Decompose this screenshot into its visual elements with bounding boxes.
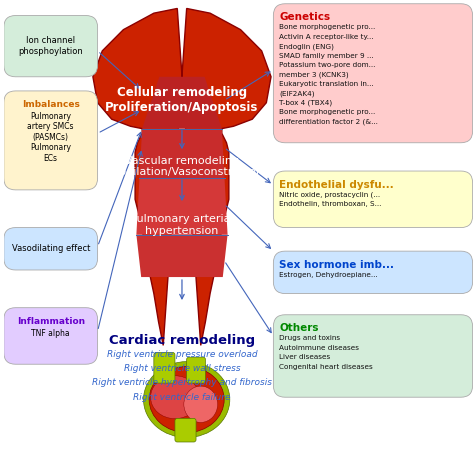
Text: Ion channel
phosphoylation: Ion channel phosphoylation — [18, 36, 83, 56]
Text: (PASMCs): (PASMCs) — [33, 133, 69, 142]
FancyBboxPatch shape — [273, 315, 473, 397]
FancyBboxPatch shape — [4, 16, 98, 77]
Text: Estrogen, Dehydroepiane...: Estrogen, Dehydroepiane... — [279, 272, 378, 278]
Text: Bone morphogenetic pro...: Bone morphogenetic pro... — [279, 25, 375, 30]
FancyBboxPatch shape — [4, 91, 98, 190]
FancyBboxPatch shape — [273, 251, 473, 293]
Polygon shape — [93, 9, 271, 346]
Polygon shape — [137, 178, 228, 235]
Text: TNF alpha: TNF alpha — [31, 329, 70, 338]
Ellipse shape — [144, 362, 230, 438]
Text: Vasodilating effect: Vasodilating effect — [11, 244, 90, 253]
Text: Congenital heart diseases: Congenital heart diseases — [279, 364, 373, 370]
Text: Bone morphogenetic pro...: Bone morphogenetic pro... — [279, 109, 375, 115]
FancyBboxPatch shape — [4, 228, 98, 270]
Text: ECs: ECs — [44, 154, 58, 163]
Text: Pulmonary arterial
hypertension: Pulmonary arterial hypertension — [130, 214, 234, 236]
FancyBboxPatch shape — [154, 353, 175, 383]
Text: differentiation factor 2 (&...: differentiation factor 2 (&... — [279, 118, 378, 125]
Text: SMAD family member 9 ...: SMAD family member 9 ... — [279, 53, 374, 59]
Text: Right ventricle pressure overload: Right ventricle pressure overload — [107, 350, 257, 359]
Text: Pulmonary: Pulmonary — [30, 112, 71, 121]
Ellipse shape — [149, 366, 224, 433]
Text: member 3 (KCNK3): member 3 (KCNK3) — [279, 72, 349, 78]
Text: Activin A receptor-like ty...: Activin A receptor-like ty... — [279, 34, 374, 40]
Text: Others: Others — [279, 323, 319, 333]
Text: Right ventricle failure: Right ventricle failure — [133, 392, 231, 401]
Text: Cardiac remodeling: Cardiac remodeling — [109, 334, 255, 346]
Text: Potassium two-pore dom...: Potassium two-pore dom... — [279, 62, 375, 68]
Text: Nitric oxide, prostacyclin (...: Nitric oxide, prostacyclin (... — [279, 192, 380, 198]
Polygon shape — [139, 128, 225, 178]
Text: Endothelin, thromboxan, S...: Endothelin, thromboxan, S... — [279, 201, 382, 207]
Text: Imbalances: Imbalances — [22, 100, 80, 109]
Polygon shape — [137, 235, 228, 277]
FancyBboxPatch shape — [187, 357, 205, 383]
FancyBboxPatch shape — [273, 171, 473, 228]
Text: Endoglin (ENG): Endoglin (ENG) — [279, 43, 334, 50]
Text: Genetics: Genetics — [279, 12, 330, 22]
Text: Sex hormone imb...: Sex hormone imb... — [279, 260, 394, 270]
Text: Right ventricle wall stress: Right ventricle wall stress — [124, 364, 240, 373]
Text: Cellular remodeling
Proliferation/Apoptosis: Cellular remodeling Proliferation/Apopto… — [105, 86, 259, 114]
Text: Inflammation: Inflammation — [17, 317, 85, 326]
FancyBboxPatch shape — [4, 308, 98, 364]
Text: Right ventricle hypertrophy and fibrosis: Right ventricle hypertrophy and fibrosis — [92, 378, 272, 387]
Text: Vascular remodeling
Vasodilation/Vasoconstriction: Vascular remodeling Vasodilation/Vasocon… — [100, 155, 264, 177]
Ellipse shape — [151, 376, 200, 419]
Text: Autoimmune diseases: Autoimmune diseases — [279, 345, 359, 351]
Ellipse shape — [184, 386, 218, 422]
Text: Liver diseases: Liver diseases — [279, 355, 330, 360]
Text: Pulmonary: Pulmonary — [30, 143, 71, 152]
Text: Endothelial dysfu...: Endothelial dysfu... — [279, 180, 394, 190]
Text: T-box 4 (TBX4): T-box 4 (TBX4) — [279, 100, 332, 106]
FancyBboxPatch shape — [175, 419, 196, 442]
Text: Eukaryotic translation in...: Eukaryotic translation in... — [279, 81, 374, 87]
Text: Drugs and toxins: Drugs and toxins — [279, 336, 340, 341]
FancyBboxPatch shape — [273, 4, 473, 143]
Polygon shape — [142, 77, 222, 128]
Text: artery SMCs: artery SMCs — [27, 122, 74, 131]
Text: (EIF2AK4): (EIF2AK4) — [279, 91, 315, 97]
